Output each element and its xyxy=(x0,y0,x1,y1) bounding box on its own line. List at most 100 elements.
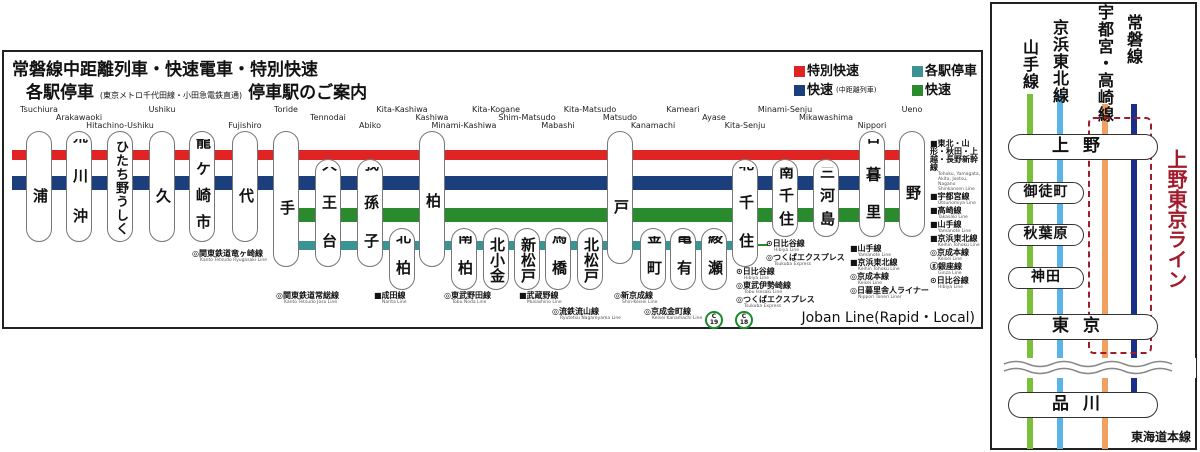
legend-item: 快速 (中距離列車) xyxy=(794,83,912,98)
transfer-line-en: Tobu Isesaki Line xyxy=(744,290,783,295)
badge-number: 19 xyxy=(709,319,719,326)
transfer-line-jp: ■武蔵野線 xyxy=(519,291,559,300)
station-name: 荒川沖 xyxy=(71,139,89,236)
transfer-group: ■成田線 Narita Line xyxy=(374,292,407,306)
station-name: 我孫子 xyxy=(362,167,380,261)
service-line-rapid-midrange xyxy=(12,176,904,190)
station-tag: 取手 xyxy=(273,131,299,267)
station-name-english: Matsudo xyxy=(602,113,638,122)
transfer-line-en: Keisei Line xyxy=(858,281,882,286)
line-name: 常磐線 xyxy=(1124,14,1143,65)
transfer-line: ■山手線 Yamanote Line xyxy=(850,244,929,259)
transfer-line-jp: ◎関東鉄道常総線 xyxy=(276,291,339,300)
transfer-line-jp: ◎日暮里舎人ライナー xyxy=(850,286,929,295)
transfer-line-en: Yamanote Line xyxy=(858,253,891,258)
station-name: 天王台 xyxy=(320,167,338,261)
transfer-group: ■武蔵野線 Musashino Line xyxy=(519,292,562,306)
station-tag: 北小金 xyxy=(483,228,509,290)
right-station: 御徒町 xyxy=(1008,182,1084,204)
transfer-line-en: Musashino Line xyxy=(527,300,562,305)
title-through-service: (東京メトロ千代田線・小田急電鉄直通) xyxy=(99,91,243,100)
station-name-english: Abiko xyxy=(358,121,382,130)
transfer-line-jp: ■山手線 xyxy=(850,244,882,253)
transfer-line-en: Nippori Toneri Liner xyxy=(858,295,902,300)
legend-item: 快速 xyxy=(912,83,992,98)
station-name-english: Arakawaoki xyxy=(55,113,103,122)
transfer-line-jp: ⊙日比谷線 xyxy=(930,276,969,285)
station-name: 金町 xyxy=(645,236,663,284)
legend-swatch xyxy=(794,66,805,77)
title-line1: 常磐線中距離列車・快速電車・特別快速 xyxy=(12,60,318,80)
legend-swatch xyxy=(912,66,923,77)
legend-item: 各駅停車 xyxy=(912,64,992,79)
transfer-line-en: Narita Line xyxy=(382,300,407,305)
badge-letter: C xyxy=(711,313,717,320)
station-name-english: Toride xyxy=(274,105,298,114)
station-name: 松戸 xyxy=(612,139,630,258)
station-name: 北千住 xyxy=(737,167,755,261)
station-tag: 日暮里 xyxy=(859,131,885,237)
station-name: 綾瀬 xyxy=(706,236,724,284)
title-local: 各駅停車 xyxy=(26,83,94,103)
transfer-line-jp: ■成田線 xyxy=(374,291,406,300)
transfer-line-jp: ◎つくばエクスプレス xyxy=(736,295,815,304)
line-name: 京浜東北線 xyxy=(1050,19,1069,104)
station-tag: 金町 xyxy=(640,228,666,290)
transfer-group: ■山手線 Yamanote Line ■京浜東北線 Keihin Tohoku Lin… xyxy=(850,245,929,301)
transfer-line: ◎つくばエクスプレス Tsukuba Express xyxy=(766,253,845,268)
transfer-line-jp: ■京浜東北線 xyxy=(850,258,898,267)
transfer-group: ◎関東鉄道竜ヶ崎線 Kanto Tetsudo Ryugasaki Line xyxy=(192,250,267,264)
joban-line-stop-map: 常磐線中距離列車・快速電車・特別快速 各駅停車 (東京メトロ千代田線・小田急電鉄… xyxy=(2,50,983,329)
transfer-line-en: Kanto Tetsudo Joso Line xyxy=(284,300,338,305)
transfer-line-en: Tsukuba Express xyxy=(774,262,812,267)
station-tag: 藤代 xyxy=(232,131,258,242)
chiyoda-line-station-number-badge: C 18 xyxy=(735,311,753,329)
transfer-line-en: Ryutetsu Nagareyama Line xyxy=(560,316,621,321)
station-tag: 北千住 xyxy=(732,159,758,267)
station-name-english: Kita-Senju xyxy=(724,121,766,130)
station-name-english: Mabashi xyxy=(541,121,575,130)
legend: 特別快速 各駅停車 快速 (中距離列車) 快速 xyxy=(794,64,992,98)
transfer-line-jp: ◎つくばエクスプレス xyxy=(766,253,845,262)
station-tag: ひたち野うしく xyxy=(107,131,133,242)
station-tag: 龍ケ崎市 xyxy=(189,131,215,242)
transfer-line-jp: ◎関東鉄道竜ヶ崎線 xyxy=(192,249,263,258)
station-tag: 土浦 xyxy=(26,131,52,242)
transfer-line: ⊙日比谷線 Hibiya Line xyxy=(736,268,815,282)
station-tag: 松戸 xyxy=(607,131,633,264)
transfer-line-en: Keisei Line xyxy=(938,257,962,262)
station-name: 南千住 xyxy=(777,167,795,231)
legend-swatch xyxy=(912,85,923,96)
transfer-line-en: Yamanote Line xyxy=(938,229,971,234)
station-tag: 上野 xyxy=(899,131,925,237)
line-track xyxy=(1102,104,1108,449)
transfer-line-jp: ⓖ銀座線 xyxy=(930,262,962,271)
legend-label: 特別快速 xyxy=(807,64,860,79)
transfer-group: ◎関東鉄道常総線 Kanto Tetsudo Joso Line xyxy=(276,292,339,306)
station-name: 北松戸 xyxy=(582,236,600,284)
station-name: 土浦 xyxy=(31,139,49,236)
transfer-line: ■東北・山形・秋田・上越・長野新幹線 Tohoku, Yamagata, Akit… xyxy=(930,140,981,193)
transfer-line: ◎つくばエクスプレス Tsukuba Express xyxy=(736,295,815,310)
transfer-line-jp: ■宇都宮線 xyxy=(930,192,970,201)
transfer-group: ⊙日比谷線 Hibiya Line ◎東武伊勢崎線 Tobu Isesaki Line… xyxy=(736,268,815,310)
transfer-line: ⊙日比谷線 Hibiya Line xyxy=(766,240,845,254)
transfer-line: ◎関東鉄道常総線 Kanto Tetsudo Joso Line xyxy=(276,291,339,306)
station-name-english: Ueno xyxy=(901,105,923,114)
station-tag: 柏 xyxy=(419,131,445,267)
transfer-line: ◎東武伊勢崎線 Tobu Isesaki Line xyxy=(736,282,815,296)
station-tag: 亀有 xyxy=(670,228,696,290)
right-station: 秋葉原 xyxy=(1008,224,1084,246)
station-name: 牛久 xyxy=(154,139,172,236)
chiyoda-line-station-number-badge: C 19 xyxy=(705,311,723,329)
station-name: 南柏 xyxy=(456,236,474,284)
station-tag: 天王台 xyxy=(315,159,341,267)
transfer-line-en: Takasaki Line xyxy=(938,215,968,220)
transfer-line: ■高崎線 Takasaki Line xyxy=(930,207,981,221)
station-name-english: Kanamachi xyxy=(630,121,676,130)
transfer-line-jp: ◎京成本線 xyxy=(850,272,889,281)
transfer-line: ■成田線 Narita Line xyxy=(374,291,407,306)
tokaido-line-label: 東海道本線 xyxy=(1130,430,1191,444)
transfer-group: ■東北・山形・秋田・上越・長野新幹線 Tohoku, Yamagata, Akit… xyxy=(930,140,981,291)
station-name-english: Hitachino-Ushiku xyxy=(86,121,154,130)
